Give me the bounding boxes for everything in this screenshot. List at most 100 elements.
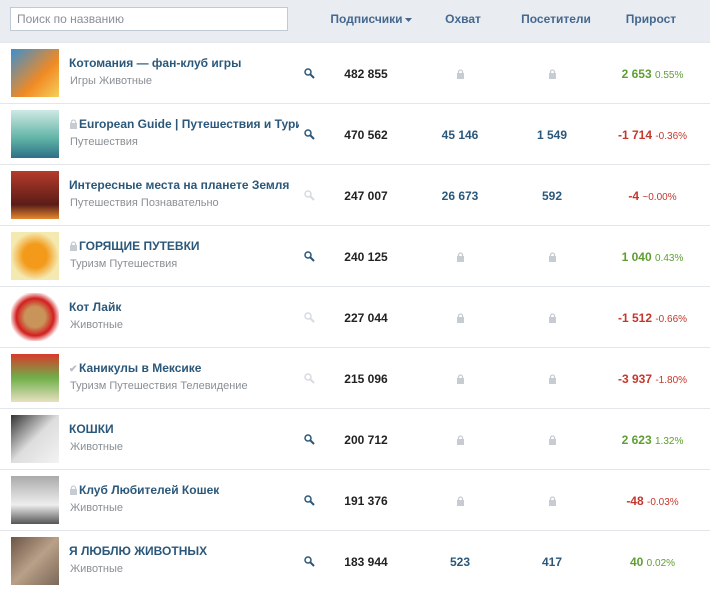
subscribers: 200 712 <box>344 433 388 447</box>
col-visitors[interactable]: Посетители <box>521 12 591 26</box>
group-tags: Путешествия <box>70 136 138 148</box>
group-name[interactable]: ✔ Каникулы в Мексике <box>69 361 299 375</box>
subscribers: 247 007 <box>344 189 388 203</box>
visitors: 417 <box>541 555 563 569</box>
search-input[interactable]: Поиск по названию <box>10 7 288 31</box>
growth: -1 512 -0.66% <box>600 311 705 325</box>
growth-value: -4 <box>628 189 640 203</box>
name-text: КОШКИ <box>69 422 114 436</box>
growth-value: -1 714 <box>617 128 652 142</box>
search-icon[interactable] <box>304 373 315 384</box>
group-tags: Животные <box>70 319 124 331</box>
visitors-locked <box>549 313 556 323</box>
table-row[interactable]: ГОРЯЩИЕ ПУТЕВКИ Туризм Путешествия 240 125… <box>0 225 710 286</box>
group-name[interactable]: Котомания — фан-клуб игры <box>69 56 299 70</box>
growth: 1 040 0.43% <box>600 250 705 264</box>
reach-locked <box>457 496 464 506</box>
name-text: European Guide | Путешествия и Туризм <box>79 117 299 131</box>
name-text: Каникулы в Мексике <box>79 361 202 375</box>
group-tags: Животные <box>70 441 124 453</box>
group-name[interactable]: Клуб Любителей Кошек <box>69 483 299 497</box>
table-row[interactable]: Кот Лайк Животные 227 044 -1 512 -0.66% <box>0 286 710 347</box>
table-row[interactable]: European Guide | Путешествия и Туризм Пут… <box>0 103 710 164</box>
search-icon[interactable] <box>304 556 315 567</box>
reach: 45 146 <box>441 128 479 142</box>
growth: 2 653 0.55% <box>600 67 705 81</box>
visitors-locked <box>549 374 556 384</box>
visitors-locked <box>549 69 556 79</box>
search-icon[interactable] <box>304 434 315 445</box>
subscribers: 215 096 <box>344 372 388 386</box>
growth-pct: 0.55% <box>655 70 684 81</box>
growth-value: 1 040 <box>621 250 652 264</box>
reach: 26 673 <box>441 189 479 203</box>
avatar <box>11 354 59 402</box>
group-name[interactable]: Интересные места на планете Земля <box>69 178 299 192</box>
group-tags: Путешествия Познавательно <box>70 197 219 209</box>
growth-pct: -0.66% <box>655 314 688 325</box>
header: Поиск по названию Подписчики Охват Посет… <box>0 0 710 42</box>
group-tags: Животные <box>70 563 124 575</box>
avatar <box>11 293 59 341</box>
search-icon[interactable] <box>304 495 315 506</box>
avatar <box>11 232 59 280</box>
avatar <box>11 171 59 219</box>
search-icon[interactable] <box>304 68 315 79</box>
subscribers: 191 376 <box>344 494 388 508</box>
visitors-locked <box>549 252 556 262</box>
group-tags: Туризм Путешествия <box>70 258 178 270</box>
growth: -1 714 -0.36% <box>600 128 705 142</box>
subscribers: 482 855 <box>344 67 388 81</box>
lock-icon <box>70 241 77 251</box>
group-name[interactable]: ГОРЯЩИЕ ПУТЕВКИ <box>69 239 299 253</box>
name-text: Котомания — фан-клуб игры <box>69 56 242 70</box>
sort-arrow <box>404 18 412 22</box>
table-row[interactable]: Клуб Любителей Кошек Животные 191 376 -48 -… <box>0 469 710 530</box>
col-growth[interactable]: Прирост <box>625 12 677 26</box>
group-name[interactable]: European Guide | Путешествия и Туризм <box>69 117 299 131</box>
col-reach[interactable]: Охват <box>445 12 481 26</box>
avatar <box>11 415 59 463</box>
growth-pct: 0.02% <box>646 558 676 569</box>
table-row[interactable]: ✔ Каникулы в Мексике Туризм Путешествия Те… <box>0 347 710 408</box>
growth-pct: ~0.00% <box>642 192 677 203</box>
name-text: Интересные места на планете Земля <box>69 178 290 192</box>
growth-pct: -1.80% <box>655 375 688 386</box>
search-icon[interactable] <box>304 251 315 262</box>
search-icon[interactable] <box>304 312 315 323</box>
growth-pct: 1.32% <box>655 436 684 447</box>
table-row[interactable]: КОШКИ Животные 200 712 2 623 1.32% <box>0 408 710 469</box>
group-name[interactable]: Кот Лайк <box>69 300 299 314</box>
growth-value: 40 <box>629 555 644 569</box>
visitors: 1 549 <box>536 128 568 142</box>
group-name[interactable]: Я ЛЮБЛЮ ЖИВОТНЫХ <box>69 544 299 558</box>
avatar <box>11 537 59 585</box>
growth-value: 2 653 <box>621 67 652 81</box>
name-text: ГОРЯЩИЕ ПУТЕВКИ <box>79 239 200 253</box>
table-row[interactable]: Интересные места на планете Земля Путешес… <box>0 164 710 225</box>
reach-locked <box>457 374 464 384</box>
table-row[interactable]: Котомания — фан-клуб игры Игры Животные 48… <box>0 42 710 103</box>
growth: -3 937 -1.80% <box>600 372 705 386</box>
subscribers: 470 562 <box>344 128 388 142</box>
name-text: Кот Лайк <box>69 300 122 314</box>
growth: 40 0.02% <box>600 555 705 569</box>
avatar <box>11 49 59 97</box>
search-icon[interactable] <box>304 190 315 201</box>
group-name[interactable]: КОШКИ <box>69 422 299 436</box>
growth-value: -3 937 <box>617 372 652 386</box>
search-icon[interactable] <box>304 129 315 140</box>
col-subscribers[interactable]: Подписчики <box>320 12 420 26</box>
growth-value: -48 <box>626 494 644 508</box>
group-tags: Животные <box>70 502 124 514</box>
group-tags: Игры Животные <box>70 75 153 87</box>
growth-value: -1 512 <box>617 311 652 325</box>
table-row[interactable]: Я ЛЮБЛЮ ЖИВОТНЫХ Животные 183 944 523 417 40 … <box>0 530 710 591</box>
subscribers: 240 125 <box>344 250 388 264</box>
visitors: 592 <box>541 189 563 203</box>
avatar <box>11 476 59 524</box>
growth-pct: -0.36% <box>655 131 688 142</box>
growth-pct: 0.43% <box>655 253 684 264</box>
reach-locked <box>457 313 464 323</box>
subscribers: 183 944 <box>344 555 388 569</box>
